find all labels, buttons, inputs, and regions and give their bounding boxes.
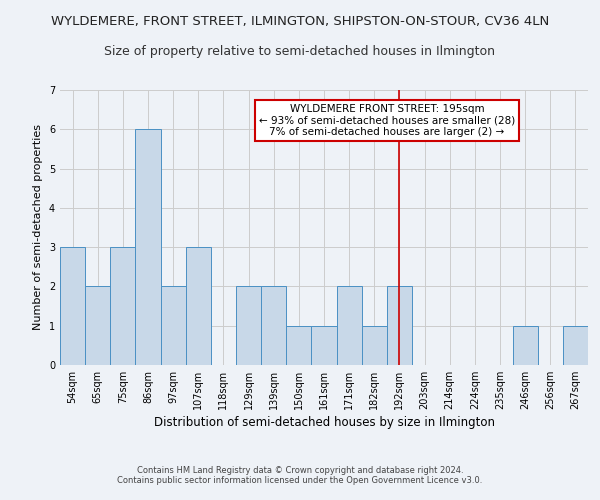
Bar — [60, 247, 85, 365]
Text: Size of property relative to semi-detached houses in Ilmington: Size of property relative to semi-detach… — [104, 45, 496, 58]
Text: WYLDEMERE FRONT STREET: 195sqm
← 93% of semi-detached houses are smaller (28)
7%: WYLDEMERE FRONT STREET: 195sqm ← 93% of … — [259, 104, 515, 137]
Bar — [136, 130, 161, 365]
Bar — [161, 286, 186, 365]
Bar — [261, 286, 286, 365]
Text: Contains HM Land Registry data © Crown copyright and database right 2024.
Contai: Contains HM Land Registry data © Crown c… — [118, 466, 482, 485]
Bar — [286, 326, 311, 365]
Y-axis label: Number of semi-detached properties: Number of semi-detached properties — [34, 124, 43, 330]
Bar — [563, 326, 588, 365]
Bar — [110, 247, 136, 365]
Bar — [362, 326, 387, 365]
Text: WYLDEMERE, FRONT STREET, ILMINGTON, SHIPSTON-ON-STOUR, CV36 4LN: WYLDEMERE, FRONT STREET, ILMINGTON, SHIP… — [51, 15, 549, 28]
X-axis label: Distribution of semi-detached houses by size in Ilmington: Distribution of semi-detached houses by … — [154, 416, 494, 429]
Bar — [85, 286, 110, 365]
Bar — [337, 286, 362, 365]
Bar — [186, 247, 211, 365]
Bar — [387, 286, 412, 365]
Bar — [236, 286, 261, 365]
Bar — [311, 326, 337, 365]
Bar — [512, 326, 538, 365]
